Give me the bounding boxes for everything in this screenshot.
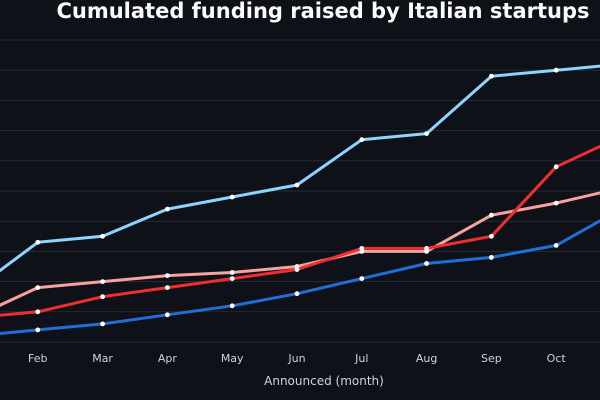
data-point[interactable] [100,321,105,327]
data-point[interactable] [424,261,429,266]
data-point[interactable] [100,233,105,239]
data-point[interactable] [359,246,365,251]
chart-title: Cumulated funding raised by Italian star… [56,0,589,23]
x-tick-label: Feb [28,352,47,365]
data-point[interactable] [35,285,41,290]
series-4 [0,219,600,335]
data-point[interactable] [165,273,170,278]
x-tick-label: Oct [547,352,567,365]
series-group [0,64,600,335]
data-point[interactable] [35,239,41,245]
data-point[interactable] [35,327,41,333]
data-point[interactable] [553,67,559,73]
series-line [0,64,600,273]
x-tick-label: Mar [92,352,113,365]
data-point[interactable] [294,182,300,188]
x-tick-label: Apr [158,352,178,365]
data-point[interactable] [424,246,429,251]
data-point[interactable] [294,291,300,297]
data-point[interactable] [165,206,170,212]
data-point[interactable] [553,164,559,170]
series-line [0,219,600,335]
data-point[interactable] [424,131,429,137]
data-point[interactable] [229,270,235,275]
data-point[interactable] [165,312,170,318]
data-point[interactable] [489,73,494,79]
data-point[interactable] [553,243,559,248]
data-point[interactable] [294,267,300,272]
x-tick-label: Jun [287,352,305,365]
data-point[interactable] [489,212,494,218]
x-tick-label: Jul [354,352,368,365]
data-point[interactable] [229,276,235,281]
data-point[interactable] [165,285,170,290]
x-axis-label: Announced (month) [264,374,384,388]
series-1 [0,64,600,273]
data-point[interactable] [229,303,235,309]
data-point[interactable] [359,276,365,281]
data-point[interactable] [489,233,494,239]
gridlines [0,39,600,343]
x-axis-ticks: Feb Mar Apr May Jun Jul Aug Sep Oct [28,352,566,365]
data-point[interactable] [489,255,494,260]
series-3 [0,144,600,317]
x-tick-label: Sep [481,352,502,365]
x-tick-label: May [221,352,244,365]
data-point[interactable] [553,200,559,206]
data-point[interactable] [229,194,235,200]
data-point[interactable] [359,137,365,143]
series-line [0,144,600,317]
data-point[interactable] [35,309,41,315]
data-point[interactable] [100,279,105,284]
data-point[interactable] [100,294,105,300]
x-tick-label: Aug [416,352,437,365]
